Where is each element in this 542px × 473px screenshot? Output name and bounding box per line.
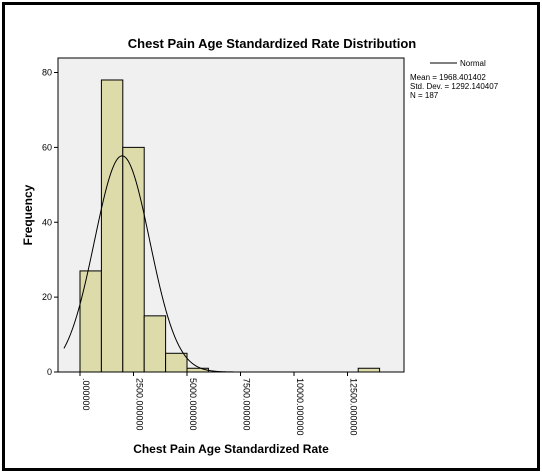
- histogram-chart: Chest Pain Age Standardized Rate Distrib…: [21, 36, 499, 456]
- histogram-bar: [100, 79, 124, 373]
- x-axis-label: Chest Pain Age Standardized Rate: [133, 442, 329, 456]
- stats-std-dev: Std. Dev. = 1292.140407: [410, 82, 499, 91]
- y-axis: 0 20 40 60 80: [42, 68, 58, 377]
- y-axis-label: Frequency: [21, 184, 35, 245]
- histogram-bars: [79, 79, 381, 373]
- histogram-bar: [165, 352, 188, 373]
- y-tick-label: 60: [42, 142, 52, 152]
- histogram-bar: [79, 270, 102, 373]
- x-tick-label: 12500.000000: [349, 378, 359, 436]
- y-tick-label: 0: [47, 367, 52, 377]
- legend: Normal: [430, 59, 486, 68]
- x-axis: .000000 2500.000000 5000.000000 7500.000000…: [79, 372, 359, 436]
- x-tick-label: 10000.000000: [295, 378, 305, 436]
- summary-stats: Mean = 1968.401402 Std. Dev. = 1292.1404…: [410, 73, 499, 100]
- y-tick-label: 40: [42, 217, 52, 227]
- histogram-bar: [122, 146, 145, 373]
- histogram-bar: [357, 367, 381, 373]
- y-tick-label: 20: [42, 292, 52, 302]
- x-tick-label: 2500.000000: [135, 378, 145, 431]
- chart-title: Chest Pain Age Standardized Rate Distrib…: [128, 36, 417, 51]
- histogram-bar: [143, 315, 167, 373]
- stats-mean: Mean = 1968.401402: [410, 73, 486, 82]
- x-tick-label: 5000.000000: [188, 378, 198, 431]
- x-tick-label: .000000: [81, 378, 91, 411]
- stats-n: N = 187: [410, 91, 439, 100]
- x-tick-label: 7500.000000: [242, 378, 252, 431]
- normal-curve: [63, 155, 401, 373]
- y-tick-label: 80: [42, 68, 52, 78]
- legend-normal-label: Normal: [460, 59, 486, 68]
